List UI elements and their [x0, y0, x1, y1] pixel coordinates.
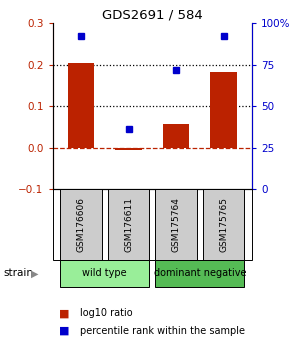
Text: wild type: wild type [82, 268, 127, 279]
Text: ■: ■ [58, 308, 69, 318]
Title: GDS2691 / 584: GDS2691 / 584 [102, 9, 202, 22]
Bar [60, 260, 149, 287]
Text: GSM175765: GSM175765 [219, 197, 228, 252]
Text: ▶: ▶ [31, 268, 38, 279]
Text: dominant negative: dominant negative [154, 268, 246, 279]
Bar [108, 189, 149, 260]
Bar [155, 260, 244, 287]
Text: GSM176611: GSM176611 [124, 197, 133, 252]
Bar [202, 189, 244, 260]
Bar [210, 72, 237, 148]
Text: percentile rank within the sample: percentile rank within the sample [80, 326, 244, 336]
Bar [155, 189, 197, 260]
Text: GSM175764: GSM175764 [172, 197, 181, 252]
Bar [116, 148, 142, 150]
Bar [68, 63, 94, 148]
Text: log10 ratio: log10 ratio [80, 308, 132, 318]
Text: strain: strain [3, 268, 33, 279]
Bar [60, 189, 102, 260]
Text: GSM176606: GSM176606 [76, 197, 85, 252]
Bar [163, 124, 189, 148]
Text: ■: ■ [58, 326, 69, 336]
